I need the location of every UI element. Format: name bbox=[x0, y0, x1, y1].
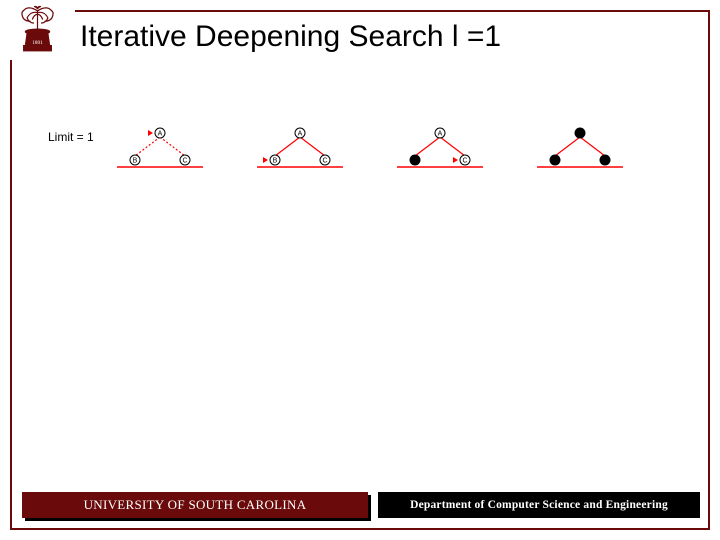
footer-left-banner: UNIVERSITY OF SOUTH CAROLINA bbox=[22, 492, 368, 518]
tree-0: A B C bbox=[100, 125, 220, 195]
tree-3 bbox=[520, 125, 640, 195]
svg-text:A: A bbox=[158, 131, 163, 138]
footer-left-text: UNIVERSITY OF SOUTH CAROLINA bbox=[84, 497, 307, 513]
footer-right-text: Department of Computer Science and Engin… bbox=[410, 499, 668, 511]
svg-text:A: A bbox=[298, 131, 303, 138]
slide-border bbox=[10, 10, 710, 530]
tree-2: AC bbox=[380, 125, 500, 195]
svg-text:C: C bbox=[182, 158, 187, 165]
limit-label: Limit = 1 bbox=[48, 130, 94, 144]
svg-text:B: B bbox=[273, 158, 278, 165]
tree-1: A B C bbox=[240, 125, 360, 195]
svg-text:A: A bbox=[438, 131, 443, 138]
svg-text:B: B bbox=[133, 158, 138, 165]
slide-title: Iterative Deepening Search l =1 bbox=[80, 20, 501, 54]
svg-text:C: C bbox=[462, 158, 467, 165]
svg-text:1801: 1801 bbox=[32, 40, 43, 46]
footer-right-banner: Department of Computer Science and Engin… bbox=[378, 492, 700, 518]
usc-logo: 1801 bbox=[0, 0, 75, 60]
svg-text:C: C bbox=[322, 158, 327, 165]
